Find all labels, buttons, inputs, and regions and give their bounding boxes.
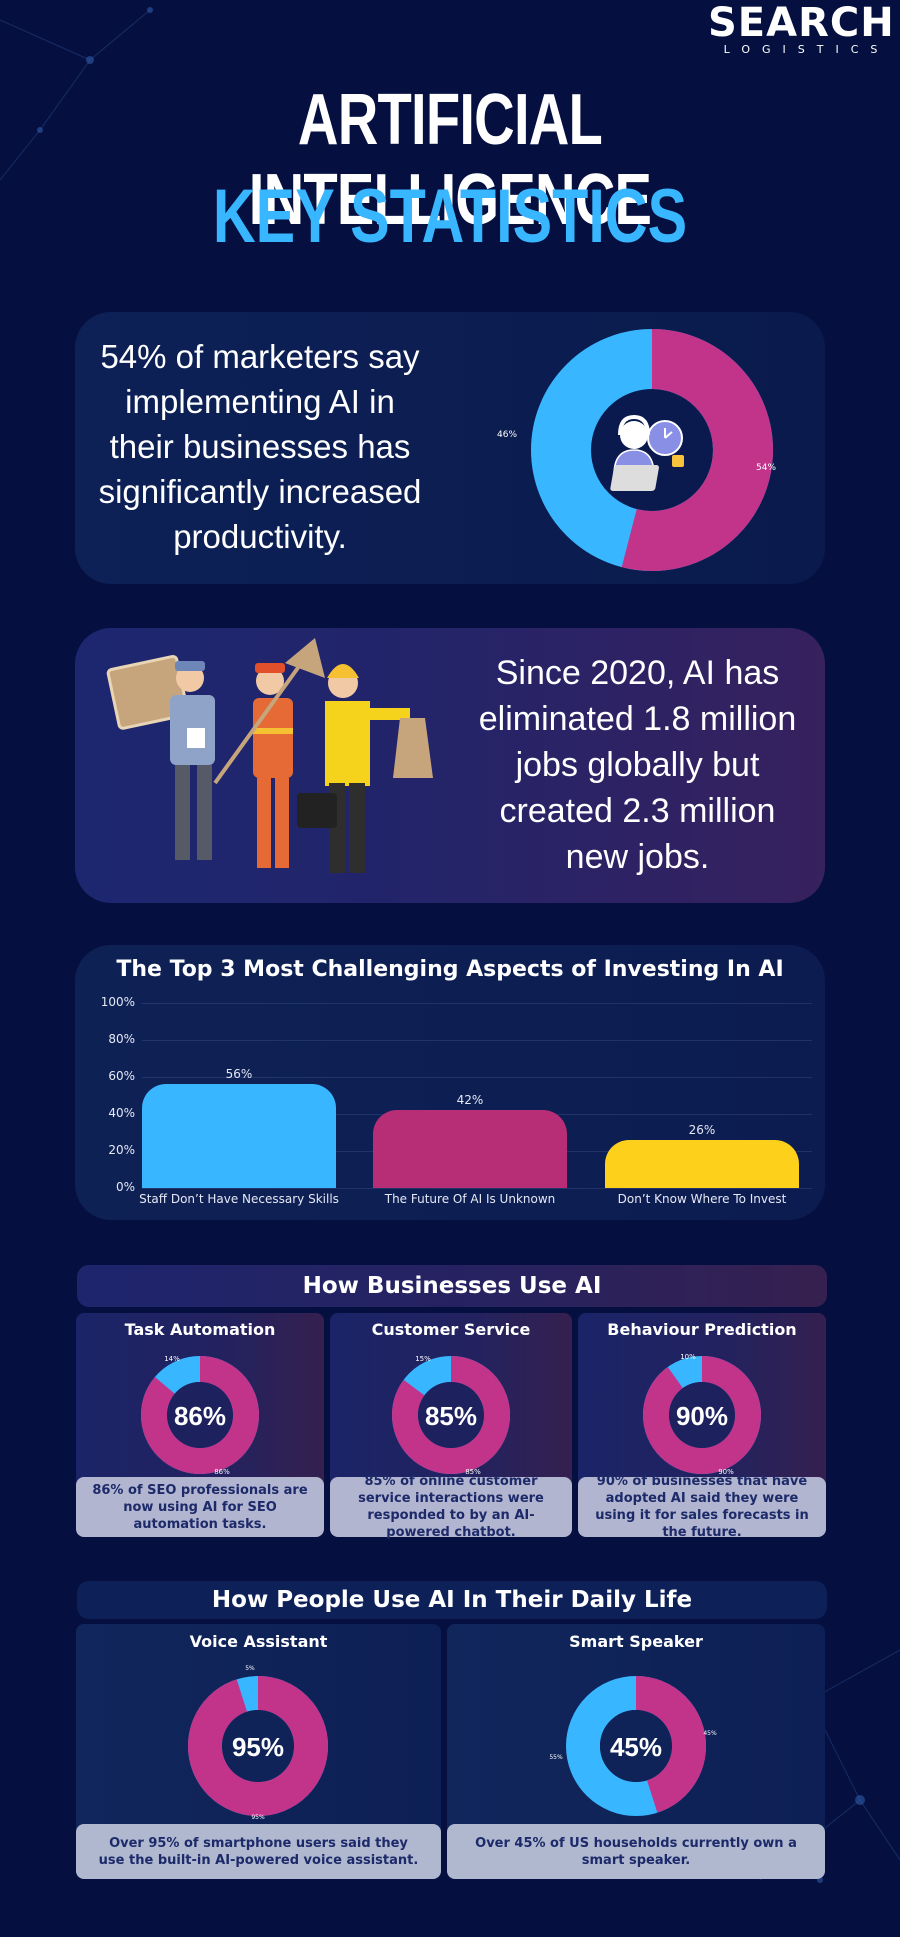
businesses-section-heading: How Businesses Use AI [77,1265,827,1307]
task-automation-donut-chart: 86% 14% 86% [141,1355,259,1476]
bar-where-to-invest [605,1140,799,1188]
page-title: ARTIFICIAL INTELLIGENCE [248,80,652,240]
productivity-stat-card: 54% of marketers say implementing AI in … [75,312,825,584]
svg-text:45%: 45% [610,1732,662,1762]
gridline [142,1077,812,1078]
svg-text:10%: 10% [680,1353,696,1361]
search-logistics-logo[interactable]: SEARCH LOGISTICS [708,0,895,56]
card-title: Smart Speaker [569,1632,703,1651]
business-card-task-automation: Task Automation 86% 14% 86% 86% of SEO p… [76,1313,324,1537]
business-card-behaviour-prediction: Behaviour Prediction 90% 10% 90% 90% of … [578,1313,826,1540]
logo-subtitle: LOGISTICS [723,43,890,56]
card-title: Customer Service [371,1320,531,1339]
svg-text:90%: 90% [676,1401,728,1431]
jobs-stat-text: Since 2020, AI has eliminated 1.8 millio… [478,654,797,876]
donut-label-46: 46% [497,430,518,440]
customer-service-donut-chart: 85% 15% 85% [392,1355,510,1476]
bar-category-label: Staff Don’t Have Necessary Skills [139,1192,339,1206]
bar-staff-skills [142,1084,336,1188]
smart-speaker-donut-chart: 45% 55% 45% [549,1676,717,1816]
svg-text:86%: 86% [214,1468,230,1476]
y-tick-20: 20% [108,1143,135,1157]
productivity-donut-chart: 54% 46% [531,329,776,571]
challenges-bar-chart-card: The Top 3 Most Challenging Aspects of In… [75,945,825,1220]
bar-category-label: Don’t Know Where To Invest [617,1192,787,1206]
logo-wordmark: SEARCH [708,0,895,46]
gridline [142,1188,812,1189]
y-tick-80: 80% [108,1032,135,1046]
card-caption: 86% of SEO professionals are now using A… [76,1477,324,1537]
svg-text:95%: 95% [232,1732,284,1762]
bar-value-label: 26% [688,1123,716,1137]
card-title: Behaviour Prediction [607,1320,797,1339]
card-caption: Over 95% of smartphone users said they u… [76,1824,441,1879]
daily-life-section-heading: How People Use AI In Their Daily Life [77,1581,827,1619]
svg-text:5%: 5% [245,1665,255,1672]
productivity-stat-text: 54% of marketers say implementing AI in … [98,338,422,555]
svg-text:15%: 15% [415,1355,431,1363]
card-title: Voice Assistant [189,1632,328,1651]
svg-text:95%: 95% [251,1814,265,1821]
bar-value-label: 42% [456,1093,484,1107]
y-tick-40: 40% [108,1106,135,1120]
y-tick-100: 100% [100,995,135,1009]
gridline [142,1003,812,1004]
svg-text:85%: 85% [425,1401,477,1431]
bar-future-unknown [373,1110,567,1188]
card-caption: 90% of businesses that have adopted AI s… [578,1474,826,1540]
woman-laptop-illustration-icon [610,414,684,491]
svg-text:55%: 55% [549,1754,563,1761]
workers-illustration-icon [106,638,433,873]
card-caption: Over 45% of US households currently own … [447,1824,825,1879]
card-title: Task Automation [124,1320,276,1339]
svg-text:14%: 14% [164,1355,180,1363]
svg-text:85%: 85% [465,1468,481,1476]
svg-text:45%: 45% [703,1730,717,1737]
svg-text:90%: 90% [718,1468,734,1476]
bar-category-label: The Future Of AI Is Unknown [384,1192,556,1206]
page-subtitle: KEY STATISTICS [212,174,688,259]
daily-card-voice-assistant: Voice Assistant 95% 5% 95% Over 95% of s… [76,1624,441,1879]
jobs-stat-card: Since 2020, AI has eliminated 1.8 millio… [75,628,825,903]
voice-assistant-donut-chart: 95% 5% 95% [188,1665,328,1821]
svg-text:54%: 54% [756,463,776,473]
card-caption: 85% of online customer service interacti… [330,1474,572,1540]
business-card-customer-service: Customer Service 85% 15% 85% 85% of onli… [330,1313,572,1540]
gridline [142,1040,812,1041]
daily-card-smart-speaker: Smart Speaker 45% 55% 45% Over 45% of US… [447,1624,825,1879]
behaviour-prediction-donut-chart: 90% 10% 90% [643,1353,761,1476]
y-tick-0: 0% [115,1180,135,1194]
chart-title: The Top 3 Most Challenging Aspects of In… [116,957,784,982]
svg-text:86%: 86% [174,1401,226,1431]
y-tick-60: 60% [108,1069,135,1083]
bar-value-label: 56% [225,1067,253,1081]
